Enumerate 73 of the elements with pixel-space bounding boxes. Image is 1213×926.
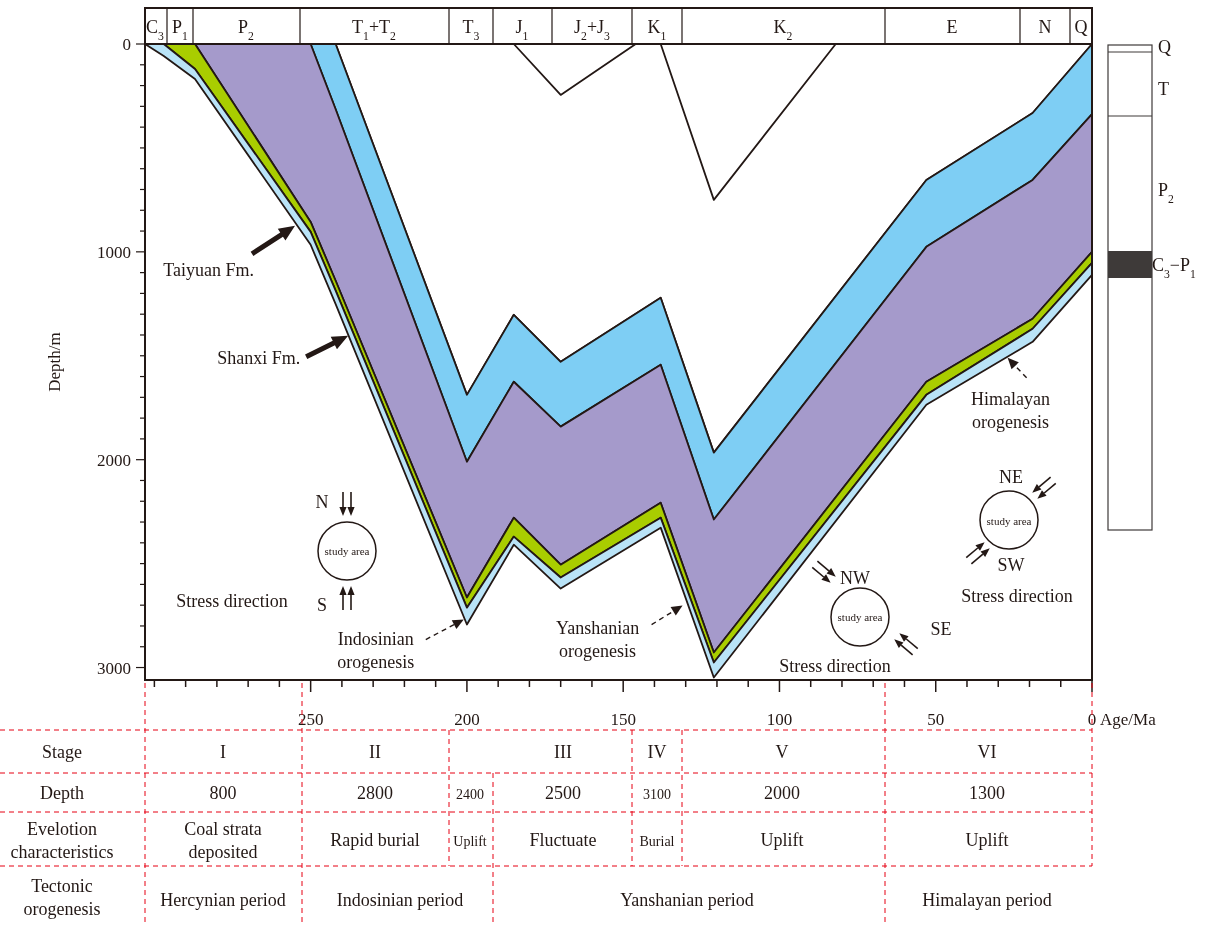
text: C$_{3}$ bbox=[146, 17, 165, 43]
text: Q bbox=[1158, 37, 1171, 57]
text: Fluctuate bbox=[529, 830, 597, 850]
annotation: N bbox=[315, 492, 329, 512]
annotation: study area bbox=[837, 611, 883, 623]
text: Burial bbox=[639, 834, 675, 849]
y-tick-label: 1000 bbox=[97, 242, 131, 262]
y-axis-title: Depth/m bbox=[45, 332, 64, 392]
x-tick-label: 150 bbox=[610, 710, 636, 729]
text: T$_{1}$+T$_{2}$ bbox=[352, 17, 397, 43]
text: N bbox=[1038, 17, 1052, 37]
text: J$_{2}$+J$_{3}$ bbox=[574, 17, 611, 43]
text: Depth bbox=[40, 783, 84, 803]
text: J$_{1}$ bbox=[515, 17, 529, 43]
text: 2000 bbox=[764, 783, 800, 803]
text: 2500 bbox=[545, 783, 581, 803]
annotation: SW bbox=[997, 555, 1025, 575]
text: 1300 bbox=[969, 783, 1005, 803]
text: T bbox=[1158, 79, 1169, 99]
y-tick-label: 3000 bbox=[97, 658, 131, 678]
annotation: Taiyuan Fm. bbox=[163, 259, 255, 280]
text: P$_{2}$ bbox=[238, 17, 255, 43]
annotation: NW bbox=[840, 568, 870, 588]
text: Rapid burial bbox=[330, 830, 420, 850]
annotation: Stress direction bbox=[779, 656, 891, 676]
text: Uplift bbox=[453, 834, 487, 849]
annotation: Himalayan orogenesis bbox=[971, 388, 1051, 432]
annotation: SE bbox=[930, 619, 952, 639]
annotation: study area bbox=[986, 515, 1032, 527]
text: Himalayan period bbox=[922, 890, 1052, 910]
text: Uplift bbox=[965, 830, 1009, 850]
text: K$_{2}$ bbox=[773, 17, 793, 43]
text: Hercynian period bbox=[160, 890, 286, 910]
text: II bbox=[369, 742, 381, 762]
text: 800 bbox=[209, 783, 237, 803]
text: Yanshanian period bbox=[620, 890, 754, 910]
text: Q bbox=[1074, 17, 1088, 37]
text: 3100 bbox=[643, 787, 671, 802]
annotation: Stress direction bbox=[961, 586, 1073, 606]
text: K$_{1}$ bbox=[647, 17, 667, 43]
annotation: Yanshanian orogenesis bbox=[555, 617, 640, 661]
text: VI bbox=[977, 742, 997, 762]
annotation: study area bbox=[324, 545, 370, 557]
text: E bbox=[946, 17, 958, 37]
x-axis-title: Age/Ma bbox=[1100, 710, 1157, 729]
x-tick-label: 50 bbox=[927, 710, 945, 729]
y-tick-label: 2000 bbox=[97, 450, 131, 470]
text: 2800 bbox=[357, 783, 393, 803]
text: III bbox=[554, 742, 572, 762]
text: Coal strata deposited bbox=[184, 819, 262, 862]
text: IV bbox=[647, 742, 667, 762]
text: Evelotion characteristics bbox=[10, 819, 114, 862]
text: Stage bbox=[42, 742, 82, 762]
annotation: Shanxi Fm. bbox=[217, 347, 301, 368]
text: P$_{2}$ bbox=[1158, 180, 1175, 206]
text: Tectonic orogenesis bbox=[23, 876, 101, 919]
text: T$_{3}$ bbox=[462, 17, 480, 43]
annotation: Indosinian orogenesis bbox=[337, 628, 415, 672]
text: C$_{3}$−P$_{1}$ bbox=[1152, 255, 1197, 281]
x-tick-label: 250 bbox=[297, 710, 324, 729]
annotation: Stress direction bbox=[176, 591, 288, 611]
text: P$_{1}$ bbox=[172, 17, 189, 43]
y-tick-label: 0 bbox=[122, 35, 131, 54]
x-tick-label: 200 bbox=[454, 710, 480, 729]
text: 2400 bbox=[456, 787, 484, 802]
text: V bbox=[775, 742, 789, 762]
text: Uplift bbox=[760, 830, 804, 850]
annotation: S bbox=[316, 595, 328, 615]
text: I bbox=[220, 742, 226, 762]
annotation: NE bbox=[999, 467, 1023, 487]
text: Indosinian period bbox=[336, 890, 464, 910]
x-tick-label: 100 bbox=[766, 710, 793, 729]
x-tick-label: 0 bbox=[1087, 710, 1097, 729]
